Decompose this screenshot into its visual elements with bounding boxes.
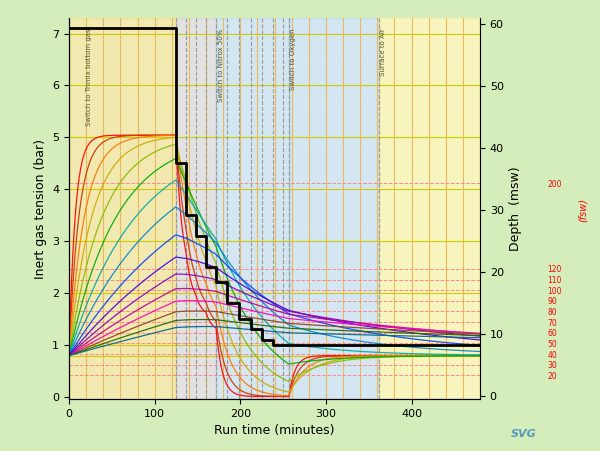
Bar: [289, 18, 379, 399]
Y-axis label: Inert gas tension (bar): Inert gas tension (bar): [34, 138, 47, 279]
Text: Surface to Air: Surface to Air: [380, 28, 386, 76]
Bar: [176, 18, 216, 399]
Text: Switch to Trimix bottom gas: Switch to Trimix bottom gas: [86, 28, 92, 126]
Bar: [216, 18, 289, 399]
Bar: [379, 18, 480, 399]
X-axis label: Run time (minutes): Run time (minutes): [214, 424, 335, 437]
Text: SVG: SVG: [511, 428, 537, 438]
Text: Switch to Oxygen: Switch to Oxygen: [290, 28, 296, 90]
Text: Switch to Nitrox 50%: Switch to Nitrox 50%: [218, 28, 224, 102]
Text: (fsw): (fsw): [578, 198, 588, 222]
Bar: [69, 18, 176, 399]
Y-axis label: Depth  (msw): Depth (msw): [509, 166, 523, 251]
